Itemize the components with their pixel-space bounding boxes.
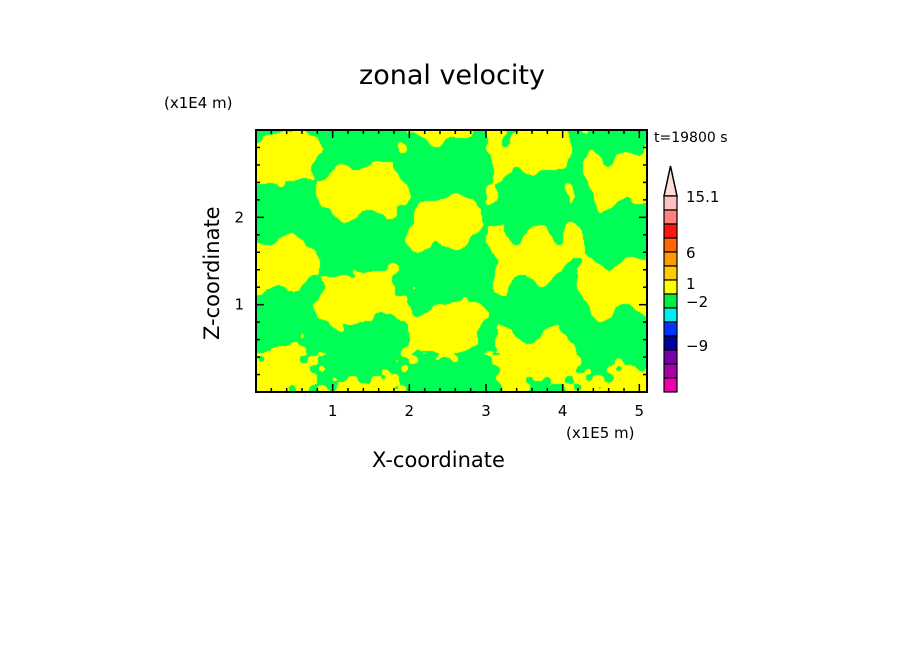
- colorbar-band: [663, 293, 678, 309]
- colorbar-band: [663, 335, 678, 351]
- y-tick-label: 2: [234, 208, 244, 226]
- plot-frame: [255, 129, 648, 393]
- colorbar-band: [663, 377, 678, 393]
- colorbar-band: [663, 223, 678, 239]
- x-tick-label: 2: [405, 402, 415, 420]
- colorbar-band: [663, 307, 678, 323]
- x-tick-label: 4: [558, 402, 568, 420]
- colorbar-band: [663, 363, 678, 379]
- colorbar-band: [663, 195, 678, 211]
- x-tick-label: 1: [328, 402, 338, 420]
- colorbar-band: [663, 209, 678, 225]
- x-axis-label: X-coordinate: [372, 448, 505, 472]
- colorbar-label: −2: [686, 293, 708, 311]
- colorbar-label: 1: [686, 275, 696, 293]
- y-unit-label: (x1E4 m): [164, 94, 233, 112]
- colorbar-label: −9: [686, 337, 708, 355]
- colorbar-band: [663, 237, 678, 253]
- colorbar-extend-triangle: [663, 165, 678, 197]
- colorbar-label: 6: [686, 244, 696, 262]
- chart-title: zonal velocity: [359, 60, 545, 91]
- x-tick-label: 3: [481, 402, 491, 420]
- x-unit-label: (x1E5 m): [566, 424, 635, 442]
- time-label: t=19800 s: [654, 130, 728, 146]
- colorbar-band: [663, 265, 678, 281]
- colorbar-band: [663, 251, 678, 267]
- colorbar-label: 15.1: [686, 188, 719, 206]
- y-tick-label: 1: [234, 296, 244, 314]
- colorbar-band: [663, 321, 678, 337]
- colorbar-band: [663, 279, 678, 295]
- contour-field: [256, 130, 647, 392]
- x-tick-label: 5: [635, 402, 645, 420]
- colorbar-band: [663, 349, 678, 365]
